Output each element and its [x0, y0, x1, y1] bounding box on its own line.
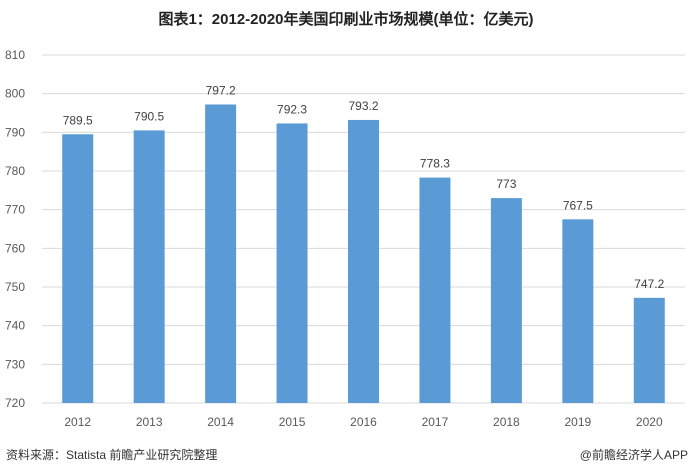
data-label: 790.5 — [134, 109, 164, 123]
y-tick-label: 740 — [5, 319, 25, 333]
x-tick-label: 2017 — [422, 415, 449, 429]
x-tick-label: 2016 — [350, 415, 377, 429]
bar-2019 — [562, 219, 594, 403]
y-tick-label: 800 — [5, 87, 25, 101]
x-tick-label: 2015 — [279, 415, 306, 429]
data-label: 767.5 — [563, 198, 593, 212]
x-tick-label: 2018 — [493, 415, 520, 429]
data-label: 797.2 — [206, 83, 236, 97]
source-note: 资料来源：Statista 前瞻产业研究院整理 — [6, 448, 218, 462]
y-tick-label: 760 — [5, 241, 25, 255]
x-tick-label: 2013 — [136, 415, 163, 429]
data-label: 773 — [496, 177, 516, 191]
bar-2020 — [633, 297, 665, 403]
data-label: 792.3 — [277, 102, 307, 116]
x-tick-label: 2020 — [636, 415, 663, 429]
x-tick-label: 2012 — [64, 415, 91, 429]
y-tick-label: 750 — [5, 280, 25, 294]
y-tick-label: 720 — [5, 396, 25, 410]
data-label: 747.2 — [634, 277, 664, 291]
brand-credit: @前瞻经济学人APP — [579, 448, 688, 462]
bar-2017 — [419, 177, 451, 403]
y-tick-label: 810 — [5, 48, 25, 62]
data-label: 789.5 — [63, 113, 93, 127]
bar-2015 — [276, 123, 308, 403]
bar-2012 — [62, 134, 94, 403]
bar-2016 — [348, 119, 379, 404]
y-tick-label: 790 — [5, 125, 25, 139]
bar-2018 — [490, 198, 522, 403]
y-tick-label: 730 — [5, 357, 25, 371]
x-tick-label: 2019 — [564, 415, 591, 429]
data-label: 793.2 — [348, 99, 378, 113]
bar-2013 — [133, 130, 165, 403]
chart-title: 图表1：2012-2020年美国印刷业市场规模(单位：亿美元) — [158, 11, 534, 28]
bar-2014 — [205, 104, 237, 403]
y-tick-label: 770 — [5, 203, 25, 217]
x-tick-label: 2014 — [207, 415, 234, 429]
data-label: 778.3 — [420, 157, 450, 171]
y-tick-label: 780 — [5, 164, 25, 178]
